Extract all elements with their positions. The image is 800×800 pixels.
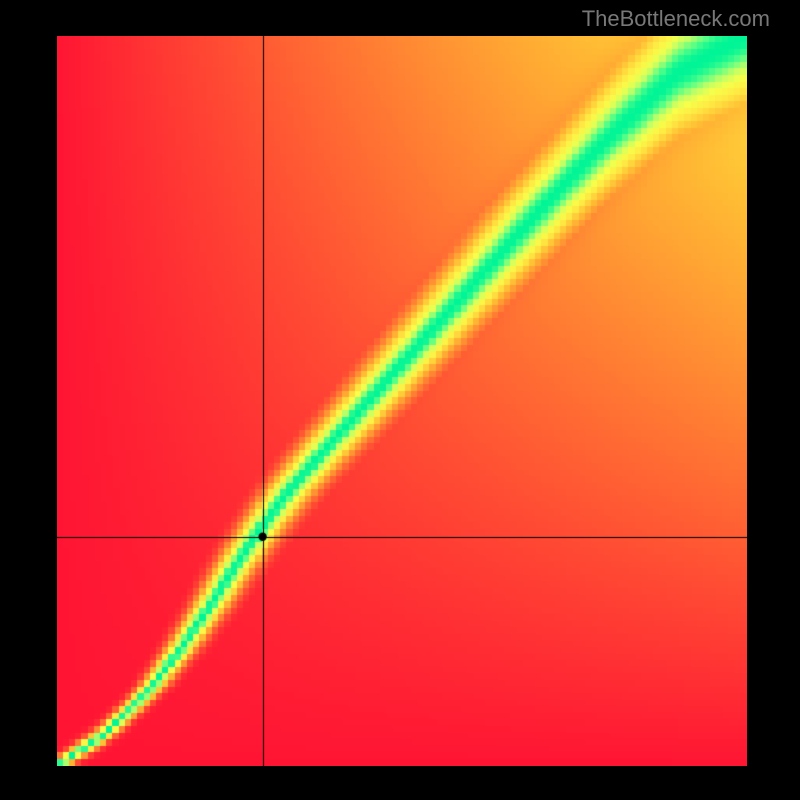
chart-frame: TheBottleneck.com (0, 0, 800, 800)
heatmap-canvas (57, 36, 747, 766)
heatmap-plot (57, 36, 747, 766)
watermark-text: TheBottleneck.com (582, 6, 770, 32)
